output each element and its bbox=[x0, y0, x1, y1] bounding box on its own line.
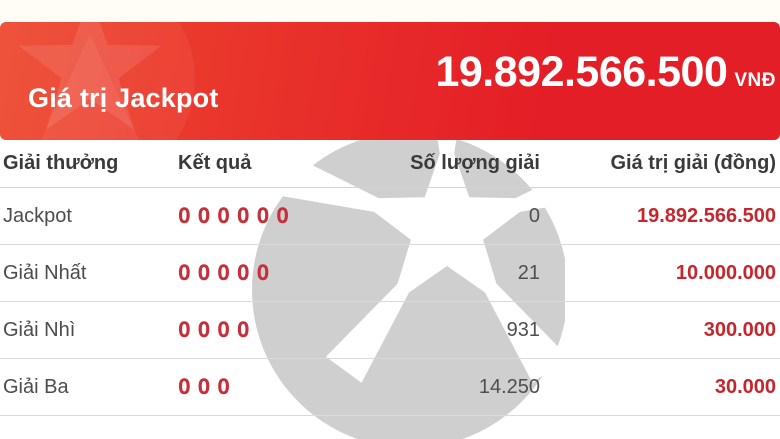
prize-label: Giải Ba bbox=[3, 375, 69, 398]
jackpot-banner-label: Giá trị Jackpot bbox=[28, 83, 219, 113]
jackpot-banner: Giá trị Jackpot 19.892.566.500 VNĐ bbox=[0, 22, 780, 140]
quantity-value: 0 bbox=[528, 204, 540, 227]
result-circles: OOOOO bbox=[178, 261, 277, 285]
quantity-value: 21 bbox=[517, 261, 540, 284]
prize-label: Jackpot bbox=[3, 204, 72, 227]
jackpot-amount-value: 19.892.566.500 bbox=[435, 48, 728, 96]
result-circles: OOO bbox=[178, 375, 237, 399]
prize-label: Giải Nhì bbox=[3, 318, 76, 341]
table-row-jackpot: Jackpot OOOOOO 0 19.892.566.500 bbox=[0, 188, 780, 245]
vietlott-logo-faint-icon bbox=[0, 22, 195, 140]
prize-value: 10.000.000 bbox=[675, 261, 776, 284]
header-prize: Giải thưởng bbox=[3, 152, 119, 174]
result-circles: OOOO bbox=[178, 318, 257, 342]
prize-value: 19.892.566.500 bbox=[636, 204, 776, 227]
quantity-value: 14.250 bbox=[478, 375, 540, 398]
table-row-giai-nhat: Giải Nhất OOOOO 21 10.000.000 bbox=[0, 245, 780, 302]
result-circles: OOOOOO bbox=[178, 204, 296, 228]
header-result: Kết quả bbox=[178, 152, 252, 174]
header-quantity: Số lượng giải bbox=[410, 152, 540, 174]
results-table: Giải thưởng Kết quả Số lượng giải Giá tr… bbox=[0, 140, 780, 439]
top-strip bbox=[0, 0, 780, 22]
quantity-value: 931 bbox=[506, 318, 540, 341]
jackpot-amount: 19.892.566.500 VNĐ bbox=[435, 48, 776, 97]
table-row-giai-ba: Giải Ba OOO 14.250 30.000 bbox=[0, 359, 780, 416]
table-header-row: Giải thưởng Kết quả Số lượng giải Giá tr… bbox=[0, 140, 780, 188]
prize-value: 300.000 bbox=[703, 318, 776, 341]
jackpot-amount-currency: VNĐ bbox=[734, 70, 776, 91]
header-value: Giá trị giải (đồng) bbox=[610, 152, 776, 174]
table-row-giai-nhi: Giải Nhì OOOO 931 300.000 bbox=[0, 302, 780, 359]
prize-value: 30.000 bbox=[714, 375, 776, 398]
prize-label: Giải Nhất bbox=[3, 261, 87, 284]
